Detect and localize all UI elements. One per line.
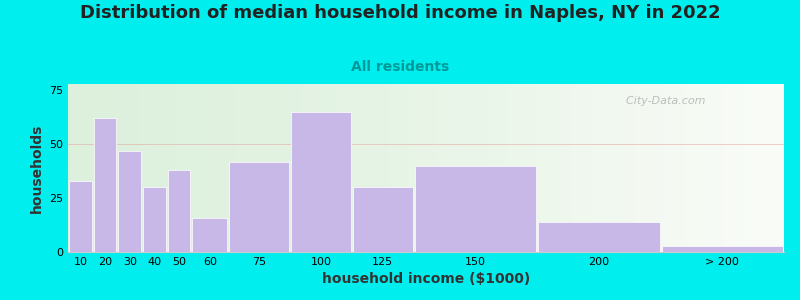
Text: All residents: All residents	[351, 60, 449, 74]
Bar	[94, 118, 116, 252]
Bar	[69, 181, 92, 252]
Bar	[538, 222, 659, 252]
Bar	[230, 161, 290, 252]
Bar	[414, 166, 536, 252]
Text: Distribution of median household income in Naples, NY in 2022: Distribution of median household income …	[80, 4, 720, 22]
Bar	[193, 218, 227, 252]
Y-axis label: households: households	[30, 123, 43, 213]
Bar	[143, 188, 166, 252]
Bar	[662, 245, 783, 252]
X-axis label: household income ($1000): household income ($1000)	[322, 272, 530, 286]
Bar	[291, 112, 351, 252]
Bar	[353, 188, 413, 252]
Bar	[118, 151, 141, 252]
Bar	[168, 170, 190, 252]
Text: City-Data.com: City-Data.com	[619, 96, 706, 106]
